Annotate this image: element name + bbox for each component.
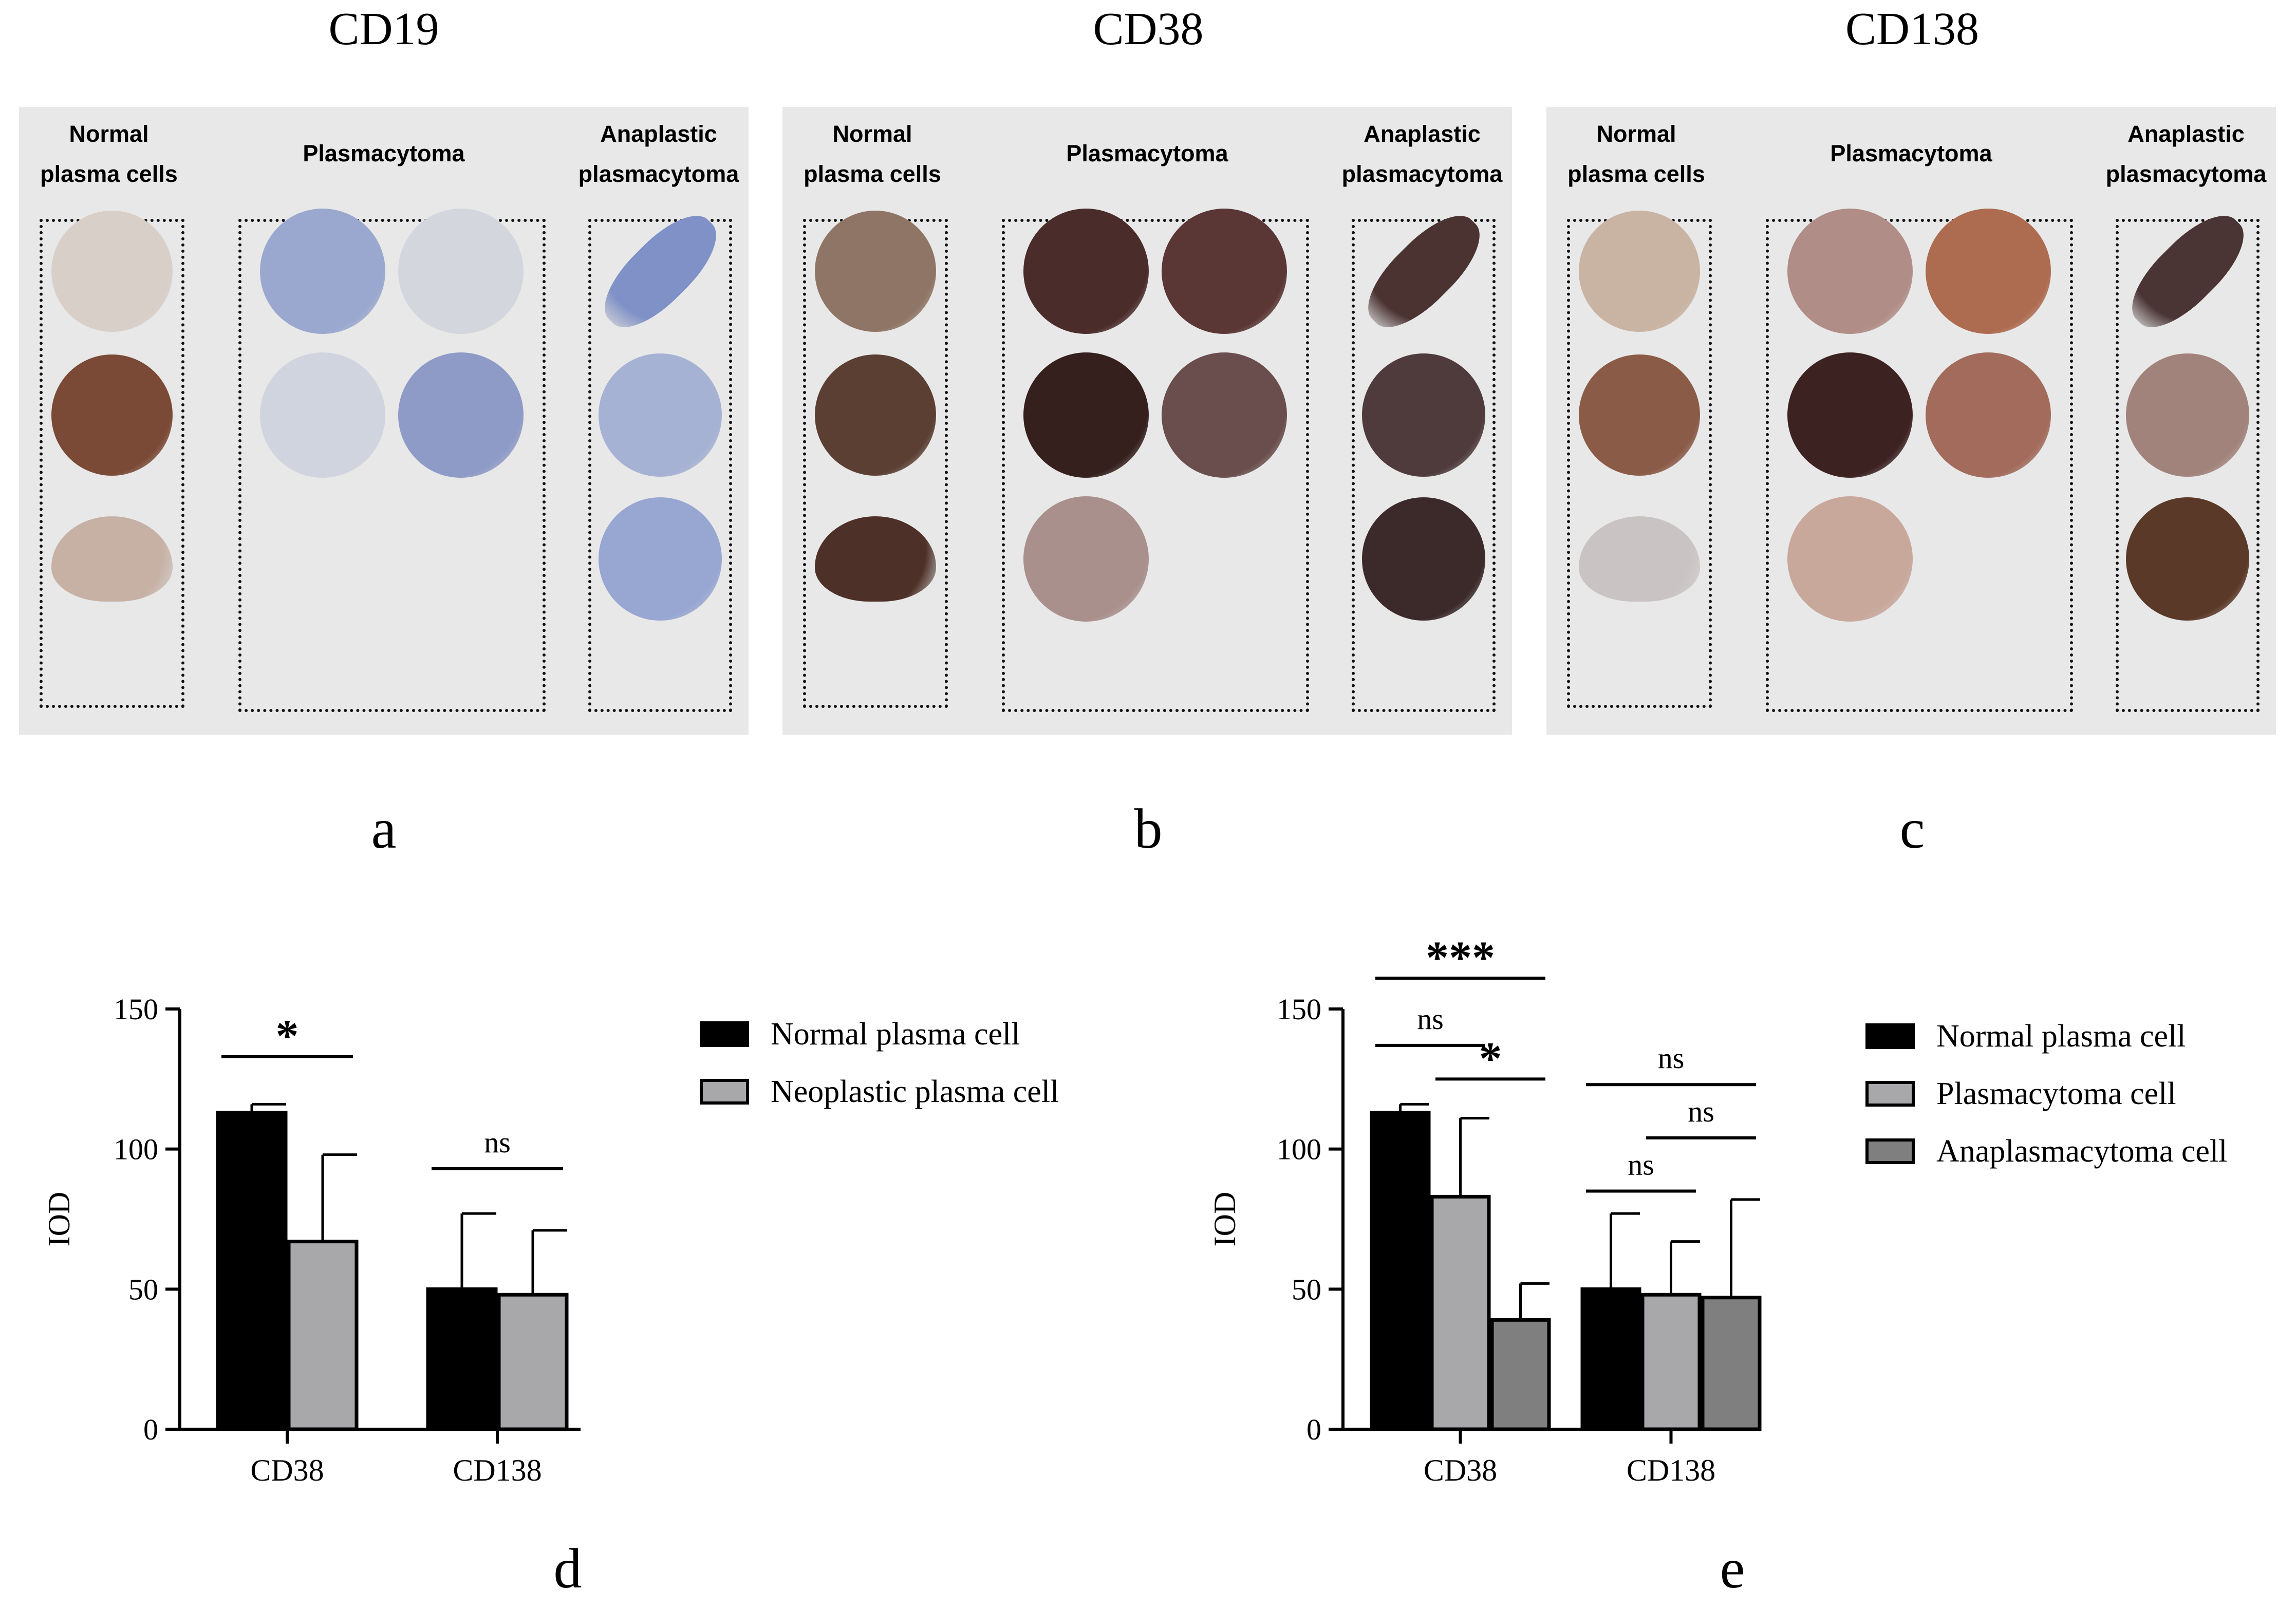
bar-chart-d: 0 50 100 150 IOD CD38 CD138 * ns Normal plasma ce… [42, 993, 1059, 1487]
significance-label: ns [1417, 1002, 1444, 1036]
significance-label: ns [484, 1126, 511, 1159]
y-tick-label: 150 [114, 993, 158, 1026]
legend-swatch [700, 1079, 749, 1105]
x-tick-label: CD138 [453, 1453, 542, 1487]
significance-label: ns [1658, 1041, 1685, 1075]
anaplastic-plasmacytoma-header: Anaplastic plasmacytoma [2105, 121, 2267, 187]
legend-label: Plasmacytoma cell [1936, 1076, 2176, 1111]
anaplastic-plasmacytoma-header: Anaplastic plasmacytoma [1341, 121, 1503, 187]
x-tick-label: CD38 [1424, 1453, 1497, 1487]
tissue-core [1023, 352, 1149, 478]
bar [1370, 1111, 1431, 1431]
tissue-core [1579, 211, 1700, 332]
significance-label: ns [1628, 1148, 1654, 1181]
bar [497, 1293, 569, 1431]
plasmacytoma-group-box [238, 219, 546, 712]
tissue-core [51, 211, 173, 332]
panel-letter-b: b [1134, 797, 1163, 860]
plasmacytoma-group-box [1766, 219, 2073, 712]
tissue-core [1579, 354, 1700, 476]
tissue-core [51, 516, 173, 602]
legend-label: Neoplastic plasma cell [771, 1074, 1059, 1109]
y-tick-label: 50 [1292, 1273, 1321, 1306]
legend-label: Anaplasmacytoma cell [1936, 1134, 2227, 1169]
tissue-core [1787, 496, 1913, 622]
y-tick-label: 150 [1277, 993, 1321, 1026]
panel-letter-e: e [1720, 1537, 1745, 1600]
tissue-core [260, 209, 385, 334]
tissue-core [260, 352, 385, 478]
tissue-core [1362, 353, 1485, 477]
y-axis-label: IOD [1208, 1192, 1242, 1247]
legend-swatch [700, 1021, 749, 1047]
ihc-panel-cd138: Normal plasma cells Plasmacytoma Anaplasti… [1546, 107, 2276, 735]
significance-label: ns [1688, 1095, 1714, 1128]
anaplastic-group-box [588, 219, 732, 712]
panel-letter-a: a [371, 797, 397, 860]
tissue-core [815, 211, 936, 332]
bar [216, 1111, 288, 1431]
tissue-core [1023, 496, 1149, 622]
normal-plasma-cells-header: Normal plasma cells [40, 121, 178, 187]
significance-label: * [1479, 1033, 1502, 1084]
bar [1490, 1318, 1551, 1431]
tissue-core [815, 354, 936, 476]
marker-title-cd38: CD38 [1093, 4, 1204, 54]
tissue-core [599, 353, 722, 477]
marker-title-cd138: CD138 [1845, 4, 1980, 54]
tissue-core [1926, 209, 2051, 334]
legend-swatch [1865, 1023, 1915, 1049]
tissue-core [398, 352, 524, 478]
bar [426, 1287, 498, 1431]
tissue-core [1362, 497, 1485, 621]
bar [1430, 1194, 1491, 1431]
legend-swatch [1865, 1081, 1915, 1107]
plasmacytoma-header: Plasmacytoma [303, 140, 465, 166]
anaplastic-plasmacytoma-header: Anaplastic plasmacytoma [578, 121, 739, 187]
y-tick-label: 0 [143, 1413, 158, 1446]
tissue-core [2126, 497, 2249, 621]
legend-label: Normal plasma cell [771, 1017, 1020, 1052]
y-tick-label: 50 [128, 1273, 158, 1306]
tissue-core [1787, 352, 1913, 478]
plasmacytoma-group-box [1002, 219, 1309, 712]
plasmacytoma-header: Plasmacytoma [1066, 140, 1228, 166]
y-tick-label: 0 [1306, 1413, 1321, 1446]
legend-swatch [1865, 1138, 1915, 1164]
tissue-core [815, 516, 936, 602]
y-axis-label: IOD [42, 1192, 76, 1247]
tissue-core [1162, 352, 1287, 478]
tissue-core [1023, 209, 1149, 334]
bar [1580, 1287, 1641, 1431]
x-tick-label: CD38 [250, 1453, 324, 1487]
normal-plasma-cells-header: Normal plasma cells [804, 121, 941, 187]
tissue-core [2126, 353, 2249, 477]
bar [287, 1240, 359, 1431]
panel-letter-d: d [553, 1537, 582, 1600]
marker-title-cd19: CD19 [328, 4, 439, 54]
y-tick-label: 100 [1277, 1133, 1321, 1166]
tissue-core [398, 209, 524, 334]
ihc-panel-cd19: Normal plasma cells Plasmacytoma Anaplasti… [19, 107, 749, 735]
tissue-core [51, 354, 173, 476]
ihc-panel-cd38: Normal plasma cells Plasmacytoma Anaplasti… [782, 107, 1512, 735]
normal-plasma-cells-header: Normal plasma cells [1567, 121, 1705, 187]
significance-label: * [276, 1011, 299, 1062]
tissue-core [1579, 516, 1700, 602]
anaplastic-group-box [2116, 219, 2260, 712]
tissue-core [1162, 209, 1287, 334]
significance-label: *** [1426, 932, 1495, 983]
legend-label: Normal plasma cell [1936, 1019, 2186, 1054]
plasmacytoma-header: Plasmacytoma [1830, 140, 1992, 166]
tissue-core [1787, 209, 1913, 334]
x-tick-label: CD138 [1627, 1453, 1715, 1487]
bar [1640, 1293, 1702, 1431]
anaplastic-group-box [1352, 219, 1496, 712]
tissue-core [599, 497, 722, 621]
tissue-core [1926, 352, 2051, 478]
panel-letter-c: c [1899, 797, 1925, 860]
y-tick-label: 100 [114, 1133, 158, 1166]
bar [1701, 1296, 1762, 1431]
